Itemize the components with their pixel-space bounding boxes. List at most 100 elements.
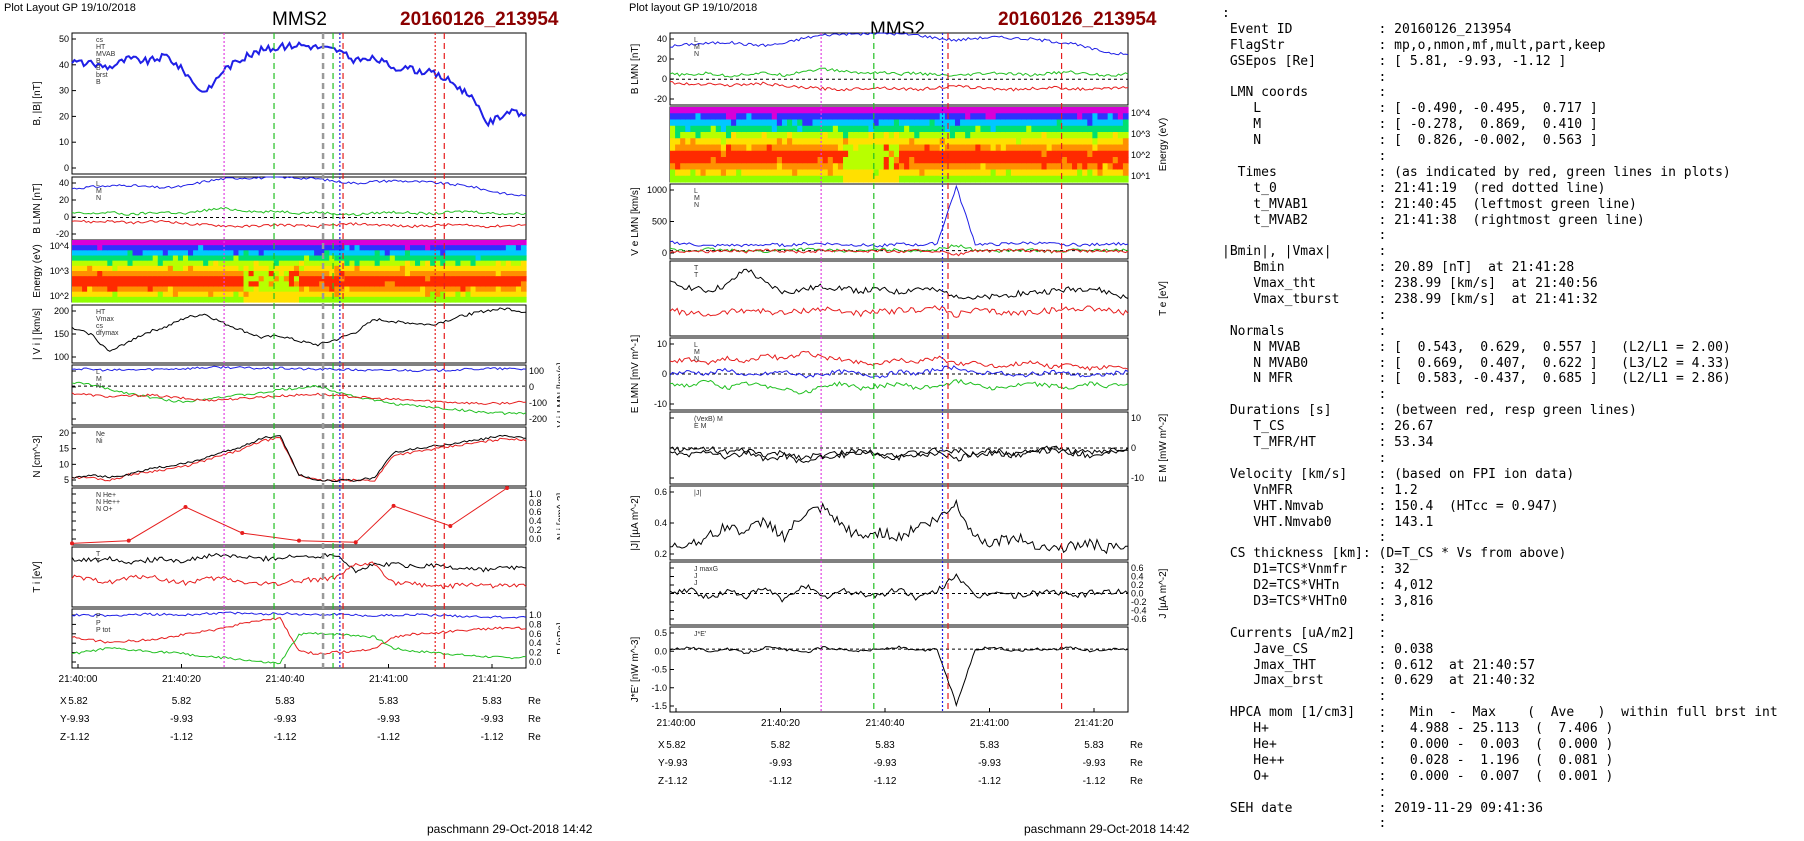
spectrogram-cell [756, 163, 763, 171]
spectrogram-cell [873, 175, 880, 183]
spectrogram-cell [430, 271, 436, 277]
spectrogram-cell [843, 119, 849, 127]
position-value: -9.93 [170, 714, 193, 725]
position-value: -1.12 [170, 732, 193, 743]
spectrogram-cell [756, 107, 763, 114]
spectrogram-cell [771, 119, 778, 127]
spectrogram-cell [975, 125, 982, 133]
spectrogram-cell [1097, 175, 1104, 183]
spectrogram-cell [182, 265, 189, 272]
spectrogram-cell [208, 240, 214, 246]
spectrogram-cell [273, 286, 280, 293]
spectrogram-cell [980, 169, 987, 177]
spectrogram-cell [112, 296, 118, 303]
spectrogram-cell [985, 144, 992, 152]
ytick-label: 40 [657, 34, 667, 44]
spectrogram-cell [248, 265, 255, 272]
spectrogram-cell [1051, 157, 1058, 164]
spectrogram-cell [975, 107, 982, 114]
spectrogram-cell [223, 296, 229, 303]
spectrogram-cell [781, 125, 788, 133]
event-summary-panel: : Event ID : 20160126_213954 FlagStr : m… [1222, 6, 1800, 836]
spectrogram-cell [944, 125, 951, 133]
spectrogram-cell [177, 250, 184, 257]
spectrogram-cell [389, 271, 396, 277]
spectrogram-cell [304, 276, 310, 282]
spectrogram-cell [1051, 107, 1058, 114]
spectrogram-cell [792, 157, 798, 164]
spectrogram-cell [233, 286, 240, 293]
spectrogram-cell [960, 150, 966, 158]
spectrogram-cell [960, 132, 966, 139]
spectrogram-cell [848, 138, 854, 146]
spectrogram-cell [1072, 119, 1078, 127]
spectrogram-cell [1051, 144, 1058, 152]
spectrogram-cell [440, 240, 446, 246]
spectrogram-cell [188, 265, 194, 272]
spectrogram-cell [304, 240, 310, 246]
spectrogram-cell [122, 276, 129, 282]
spectrogram-cell [1122, 175, 1129, 183]
spectrogram-cell [1077, 175, 1083, 183]
spectrogram-cell [495, 240, 502, 246]
ytick-label: 10^1 [1131, 171, 1150, 181]
spectrogram-cell [480, 296, 487, 303]
spectrogram-cell [685, 132, 691, 139]
spectrogram-cell [480, 286, 487, 293]
spectrogram-cell [899, 113, 905, 121]
spectrogram-cell [954, 132, 961, 139]
spectrogram-cell [710, 125, 717, 133]
spectrogram-cell [1031, 113, 1037, 121]
spectrogram-cell [980, 157, 987, 164]
spectrogram-cell [208, 260, 214, 267]
spectrogram-cell [430, 296, 436, 303]
spectrogram-cell [873, 169, 880, 177]
spectrogram-cell [802, 132, 808, 139]
series-line [669, 81, 1129, 92]
spectrogram-cell [670, 107, 676, 114]
panel-ylabel: T e [eV] [1158, 281, 1169, 316]
spectrogram-cell [1036, 119, 1043, 127]
ytick-label: 0.0 [654, 646, 667, 656]
spectrogram-cell [243, 240, 250, 246]
position-row-label: X [658, 740, 665, 751]
spectrogram-cell [1107, 119, 1114, 127]
summary-line: : [1222, 689, 1387, 705]
spectrogram-cell [954, 175, 961, 183]
spectrogram-cell [475, 260, 482, 267]
legend-entry: cs [96, 37, 104, 44]
spectrogram-cell [430, 286, 436, 293]
spectrogram-cell [822, 125, 829, 133]
spectrogram-cell [92, 276, 98, 282]
spectrogram-cell [985, 163, 992, 171]
spectrogram-cell [980, 175, 987, 183]
spectrogram-cell [364, 296, 371, 303]
spectrogram-cell [213, 250, 219, 257]
spectrogram-cell [1092, 163, 1099, 171]
summary-line: He++ : 0.028 - 1.196 ( 0.081 ) [1222, 752, 1614, 768]
spectrogram-cell [425, 286, 431, 293]
spectrogram-cell [188, 281, 194, 288]
spectrogram-cell [450, 271, 456, 277]
spectrogram-cell [720, 175, 727, 183]
spectrogram-cell [213, 255, 219, 262]
spectrogram-cell [384, 296, 391, 303]
legend-entry: M [694, 349, 700, 356]
spectrogram-cell [82, 291, 88, 298]
spectrogram-cell [495, 276, 502, 282]
spectrogram-cell [731, 107, 737, 114]
spectrogram-cell [505, 276, 512, 282]
spectrogram-cell [904, 132, 910, 139]
spectrogram-cell [435, 260, 441, 267]
spectrogram-cell [1107, 150, 1114, 158]
spectrogram-cell [182, 245, 189, 251]
spectrogram-cell [766, 113, 773, 121]
spectrogram-cell [1082, 125, 1088, 133]
spectrogram-cell [198, 265, 204, 272]
spectrogram-cell [213, 276, 219, 282]
spectrogram-cell [490, 271, 497, 277]
spectrogram-cell [208, 281, 214, 288]
spectrogram-cell [883, 163, 890, 171]
series-line [669, 248, 1129, 257]
summary-line: T_MFR/HT : 53.34 [1222, 435, 1434, 451]
